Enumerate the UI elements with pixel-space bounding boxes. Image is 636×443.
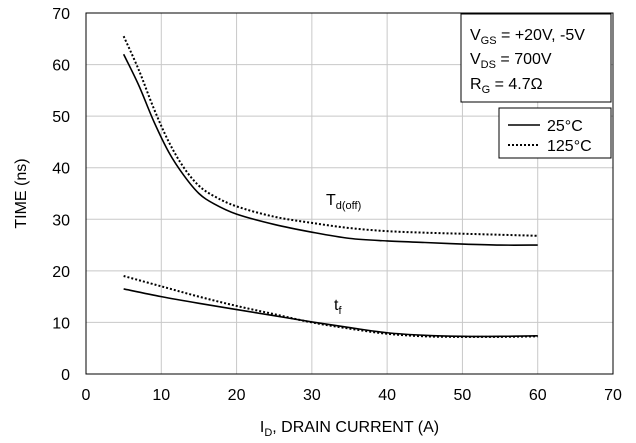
series-tf-25c-line	[123, 288, 538, 338]
curve-label-tf: tf	[334, 297, 342, 317]
x-tick-label: 60	[529, 387, 547, 404]
x-tick-label: 50	[454, 387, 472, 404]
plot-frame	[85, 12, 614, 375]
y-tick-label: 0	[61, 367, 70, 384]
x-tick-label: 20	[228, 387, 246, 404]
y-tick-label: 50	[52, 109, 70, 126]
x-tick-label: 40	[378, 387, 396, 404]
y-tick-label: 40	[52, 161, 70, 178]
y-axis-title: TIME (ns)	[13, 158, 30, 228]
y-tick-label: 70	[52, 6, 70, 23]
y-tick-label: 30	[52, 212, 70, 229]
curve-label-td-off: Td(off)	[326, 192, 361, 212]
series-layer	[122, 35, 538, 338]
series-td_off-125c-line	[122, 35, 538, 237]
condition-rg: RG = 4.7Ω	[470, 76, 543, 96]
x-tick-label: 70	[604, 387, 622, 404]
condition-vds: VDS = 700V	[470, 51, 552, 71]
y-tick-label: 10	[52, 315, 70, 332]
test-conditions-box: VGS = +20V, -5V VDS = 700V RG = 4.7Ω	[460, 13, 612, 103]
condition-vgs: VGS = +20V, -5V	[470, 27, 585, 47]
x-tick-label: 30	[303, 387, 321, 404]
x-tick-labels: 0 10 20 30 40 50 60 70	[82, 387, 622, 404]
y-tick-label: 60	[52, 58, 70, 75]
legend: 25°C 125°C	[498, 107, 612, 159]
series-td_off-25c-line	[122, 53, 538, 246]
x-tick-label: 0	[82, 387, 91, 404]
y-tick-label: 20	[52, 264, 70, 281]
legend-label-25c: 25°C	[547, 118, 583, 135]
y-tick-labels: 0 10 20 30 40 50 60 70	[52, 6, 70, 384]
legend-label-125c: 125°C	[547, 138, 592, 155]
series-tf-125c-line	[123, 275, 538, 338]
x-axis-title: ID, DRAIN CURRENT (A)	[260, 419, 439, 439]
x-tick-label: 10	[152, 387, 170, 404]
